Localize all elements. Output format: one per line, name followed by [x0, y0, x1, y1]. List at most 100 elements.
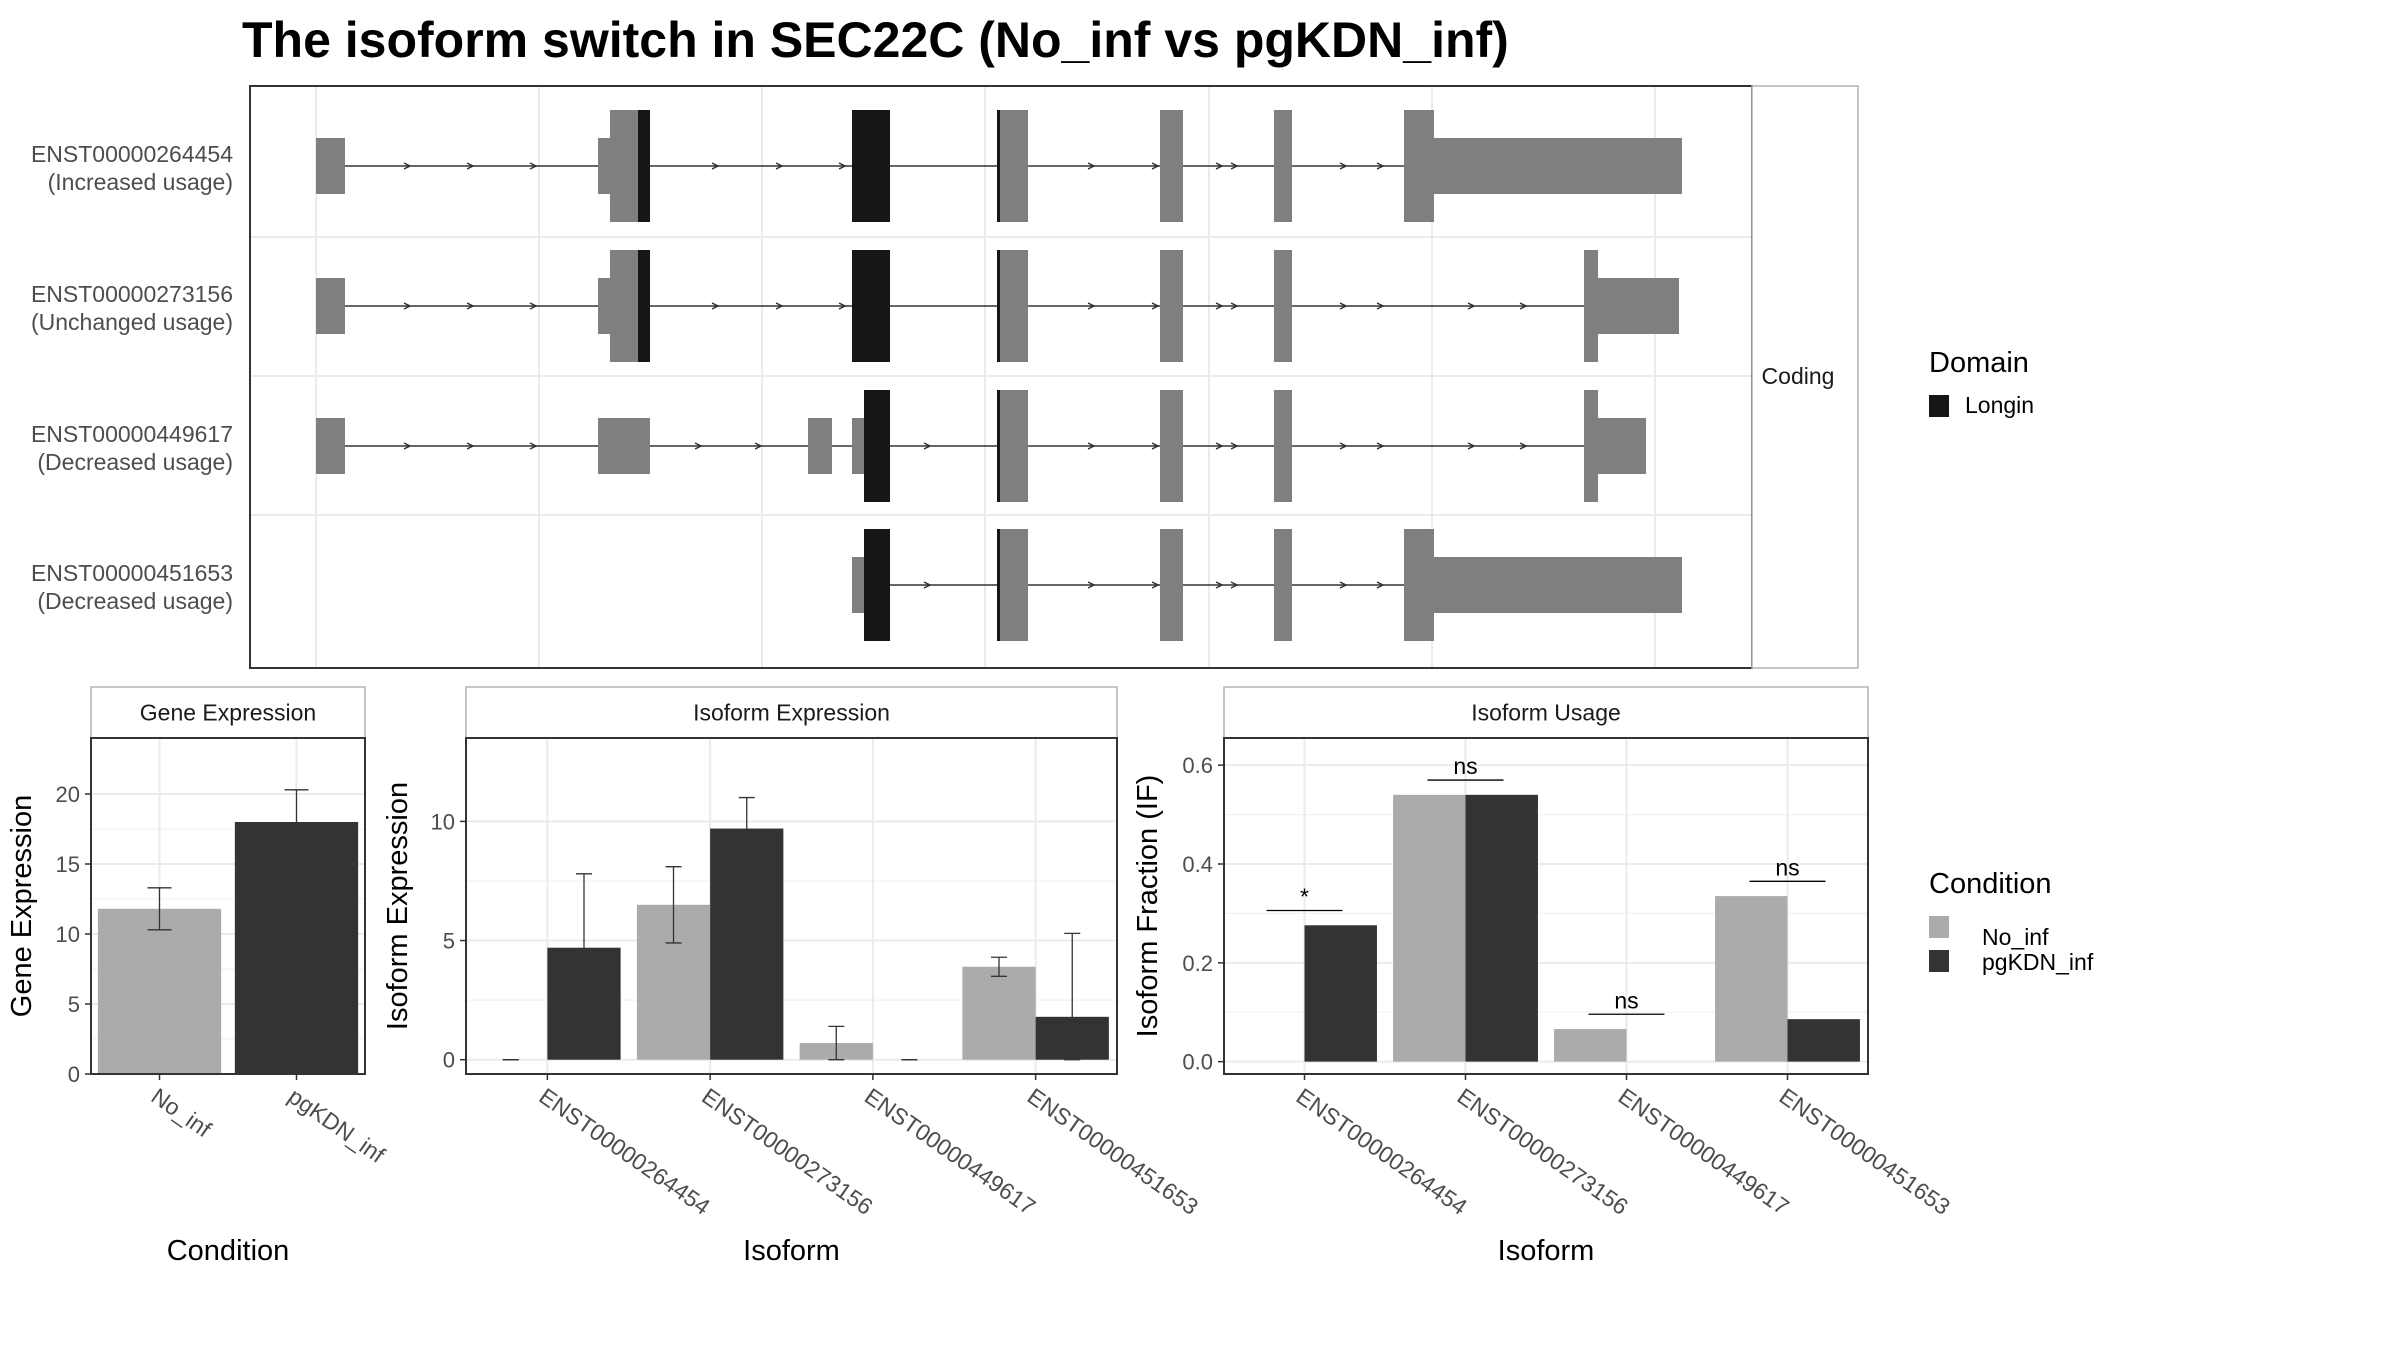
panel-strip: [1223, 686, 1869, 739]
y-tick-label: 5: [68, 992, 80, 1017]
y-tick-label: 15: [56, 852, 80, 877]
domain-legend: Domain Longin: [1929, 347, 2034, 418]
intron-arrow: [923, 442, 932, 450]
intron-arrow: [775, 162, 784, 170]
intron-arrow: [529, 442, 538, 450]
significance-label: ns: [1453, 753, 1477, 779]
condition-legend-title: Condition: [1929, 868, 2052, 900]
condition-legend-label-pgkdn-inf: pgKDN_inf: [1982, 949, 2094, 975]
x-tick-label: ENST00000449617: [860, 1083, 1040, 1220]
exon: [1404, 529, 1434, 641]
intron-arrow: [403, 162, 412, 170]
intron-arrow: [1151, 442, 1160, 450]
domain-legend-title: Domain: [1929, 347, 2029, 379]
intron-arrow: [1215, 581, 1224, 589]
gene-expression-chart: Gene Expression 0 5 10 15 20 No_inf pgKDN_inf Co…: [6, 686, 390, 1267]
x-tick-label: ENST00000273156: [1453, 1083, 1633, 1220]
transcript-usage-label: (Increased usage): [48, 169, 233, 195]
intron-arrow: [1376, 442, 1385, 450]
intron-arrow: [1087, 162, 1096, 170]
exon: [1598, 418, 1646, 474]
transcript-structure-panel: ENST00000264454(Increased usage) ENST0000…: [31, 85, 1859, 669]
intron-arrow: [1087, 302, 1096, 310]
exon: [1000, 390, 1028, 502]
longin-domain: [852, 250, 890, 362]
panel-border: [1223, 737, 1869, 1075]
intron-arrow: [1519, 442, 1528, 450]
intron-arrow: [1230, 162, 1239, 170]
x-tick-label: ENST00000451653: [1775, 1083, 1955, 1220]
longin-domain: [638, 110, 650, 222]
exon: [316, 138, 345, 194]
exon: [610, 110, 638, 222]
bar-no-inf: [1715, 896, 1788, 1062]
x-axis-title: Isoform: [1498, 1235, 1595, 1267]
y-tick-label: 10: [56, 922, 80, 947]
intron-arrow: [1339, 162, 1348, 170]
exon: [1274, 110, 1292, 222]
exon: [1000, 529, 1028, 641]
intron-arrow: [1215, 442, 1224, 450]
intron-arrow: [1151, 581, 1160, 589]
intron-arrow: [1151, 162, 1160, 170]
exon: [1160, 390, 1183, 502]
transcript-usage-label: (Decreased usage): [37, 449, 233, 475]
plot-title: The isoform switch in SEC22C (No_inf vs …: [242, 12, 1509, 68]
longin-domain: [864, 390, 890, 502]
exon: [1000, 110, 1028, 222]
intron-arrow: [694, 442, 703, 450]
transcript-usage-label: (Unchanged usage): [31, 309, 233, 335]
intron-arrow: [1087, 442, 1096, 450]
exon: [316, 278, 345, 334]
intron-arrow: [1230, 442, 1239, 450]
isoform-usage-chart: Isoform Usage * ns ns ns 0.0 0.2 0.4 0.6 ENST0000…: [1132, 686, 1955, 1267]
y-tick-label: 0.0: [1182, 1050, 1213, 1075]
exon: [852, 557, 864, 613]
intron-arrow: [466, 302, 475, 310]
domain-legend-label-longin: Longin: [1965, 392, 2034, 418]
longin-domain: [997, 110, 1000, 222]
intron-arrow: [466, 442, 475, 450]
bar-no-inf: [962, 966, 1036, 1060]
longin-domain: [997, 250, 1000, 362]
panel-strip-title: Isoform Usage: [1471, 700, 1621, 726]
panel-strip-title: Gene Expression: [140, 700, 316, 726]
facet-strip-coding: [1751, 85, 1859, 669]
panel-border: [90, 737, 366, 1075]
intron-arrow: [1230, 302, 1239, 310]
exon: [852, 418, 864, 474]
bar-pgkdn-inf: [1465, 794, 1538, 1062]
exon: [1274, 250, 1292, 362]
bar-pgkdn-inf: [710, 828, 784, 1060]
y-tick-label: 0.4: [1182, 852, 1213, 877]
intron-arrow: [1339, 581, 1348, 589]
intron-arrow: [838, 162, 847, 170]
intron-arrow: [1339, 302, 1348, 310]
y-tick-label: 5: [443, 929, 455, 954]
y-tick-label: 10: [431, 809, 455, 834]
domain-legend-key-longin: [1929, 395, 1949, 417]
condition-legend-key-pgkdn-inf: [1929, 950, 1949, 972]
exon: [1404, 110, 1434, 222]
intron-arrow: [1376, 162, 1385, 170]
longin-domain: [997, 529, 1000, 641]
bar-no-inf: [97, 908, 222, 1074]
x-axis-title: Condition: [167, 1235, 290, 1267]
bar-pgkdn-inf: [234, 822, 359, 1074]
longin-domain: [997, 390, 1000, 502]
intron-arrow: [838, 302, 847, 310]
condition-legend-key-no-inf: [1929, 916, 1949, 938]
isoform-expression-chart: Isoform Expression0510ENST00000264454ENS…: [382, 686, 1203, 1267]
intron-arrow: [1087, 581, 1096, 589]
exon: [1160, 110, 1183, 222]
intron-arrow: [1519, 302, 1528, 310]
facet-label-coding: Coding: [1762, 363, 1835, 389]
intron-arrow: [1151, 302, 1160, 310]
exon: [1584, 250, 1598, 362]
transcript-id-label: ENST00000451653: [31, 560, 233, 586]
intron-arrow: [711, 162, 720, 170]
intron-arrow: [1215, 162, 1224, 170]
longin-domain: [638, 250, 650, 362]
exon: [598, 278, 612, 334]
condition-legend: Condition No_inf pgKDN_inf: [1929, 868, 2094, 975]
